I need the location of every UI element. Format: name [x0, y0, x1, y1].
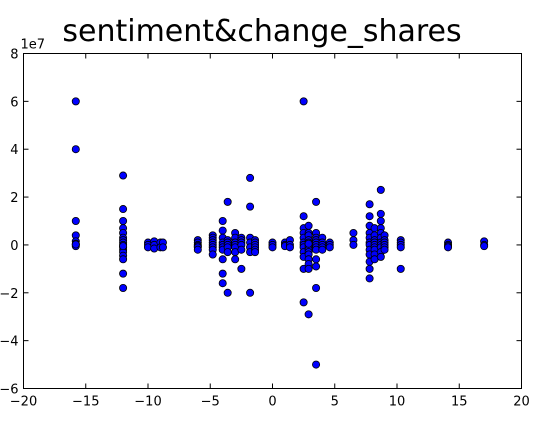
data-point — [396, 264, 405, 273]
y-tick-label: 8 — [10, 48, 18, 63]
data-point — [71, 145, 80, 154]
data-point — [365, 274, 374, 283]
data-point — [218, 279, 227, 288]
data-point — [218, 216, 227, 225]
data-point — [218, 226, 227, 235]
data-point — [119, 269, 128, 278]
data-point — [246, 202, 255, 211]
y-tick-label: 2 — [10, 191, 18, 206]
data-point — [312, 197, 321, 206]
data-point — [71, 216, 80, 225]
x-tick-label: −10 — [134, 395, 161, 410]
data-point — [218, 269, 227, 278]
chart-title: sentiment&change_shares — [62, 14, 461, 49]
data-point — [71, 240, 80, 249]
data-point — [299, 212, 308, 221]
y-tick-label: 0 — [10, 239, 18, 254]
data-point — [71, 97, 80, 106]
y-tick-label: 4 — [10, 143, 18, 158]
data-point — [119, 205, 128, 214]
data-point — [119, 171, 128, 180]
x-tick-label: −20 — [10, 395, 37, 410]
data-point — [223, 248, 232, 257]
y-tick-label: −6 — [0, 383, 19, 398]
data-point — [480, 242, 489, 251]
data-point — [208, 250, 217, 259]
data-point — [396, 243, 405, 252]
data-point — [380, 245, 389, 254]
data-point — [312, 255, 321, 264]
data-point — [376, 216, 385, 225]
data-point — [223, 197, 232, 206]
data-point — [285, 243, 294, 252]
data-point — [376, 252, 385, 261]
data-point — [365, 200, 374, 209]
data-point — [349, 240, 358, 249]
x-tick-label: 20 — [513, 395, 530, 410]
data-point — [251, 248, 260, 257]
y-tick-label: −2 — [0, 287, 19, 302]
data-point — [158, 243, 167, 252]
x-tick-label: −15 — [72, 395, 99, 410]
x-tick-label: 5 — [331, 395, 339, 410]
data-point — [312, 360, 321, 369]
data-point — [365, 264, 374, 273]
x-tick-label: −5 — [201, 395, 220, 410]
data-point — [246, 288, 255, 297]
data-point — [119, 216, 128, 225]
y-offset-label: 1e7 — [21, 38, 46, 53]
data-point — [376, 185, 385, 194]
x-tick-label: 15 — [451, 395, 468, 410]
data-point — [312, 283, 321, 292]
data-point — [444, 243, 453, 252]
data-point — [268, 243, 277, 252]
data-point — [365, 212, 374, 221]
data-points — [71, 97, 489, 369]
x-tick-label: 0 — [268, 395, 276, 410]
data-point — [299, 298, 308, 307]
data-point — [193, 245, 202, 254]
data-point — [119, 255, 128, 264]
data-point — [119, 283, 128, 292]
plot-frame — [23, 53, 522, 389]
data-point — [218, 255, 227, 264]
data-point — [304, 310, 313, 319]
data-point — [325, 243, 334, 252]
data-point — [237, 245, 246, 254]
data-point — [304, 264, 313, 273]
data-point — [304, 239, 313, 248]
data-point — [376, 209, 385, 218]
data-point — [231, 255, 240, 264]
x-tick-label: 10 — [389, 395, 406, 410]
data-point — [349, 228, 358, 237]
data-point — [304, 221, 313, 230]
data-point — [318, 245, 327, 254]
data-point — [119, 242, 128, 251]
data-point — [299, 97, 308, 106]
data-point — [237, 264, 246, 273]
data-point — [312, 262, 321, 271]
data-point — [246, 173, 255, 182]
y-tick-label: 6 — [10, 95, 18, 110]
data-point — [223, 288, 232, 297]
y-tick-label: −4 — [0, 335, 19, 350]
